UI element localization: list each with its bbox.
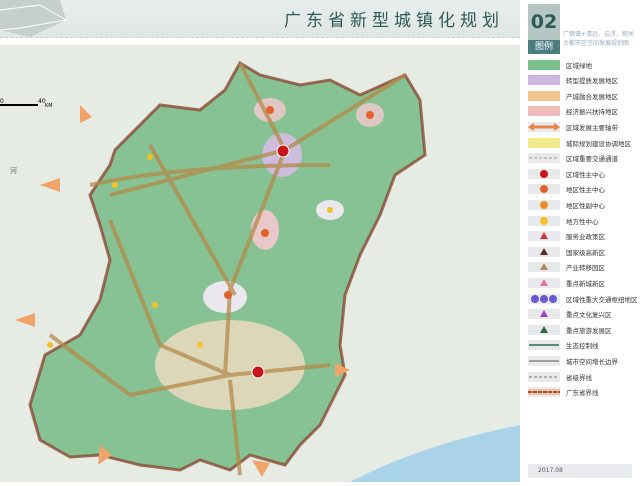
legend-swatch-circle-icon [528, 215, 560, 226]
legend-label: 区域绿地 [566, 61, 592, 70]
legend-swatch-dash-icon [528, 371, 560, 382]
legend-label: 国家级高新区 [566, 248, 605, 257]
legend-item: 广东省界线 [528, 386, 640, 399]
legend-item: 城际规划建设协调地区 [528, 136, 640, 149]
legend-label: 广东省界线 [566, 389, 599, 398]
legend-item: 服务业政策区 [528, 230, 640, 243]
legend-label: 区域重要交通通道 [566, 155, 618, 164]
legend-item: 城市空间增长边界 [528, 354, 640, 367]
legend-item: 产业转移园区 [528, 261, 640, 274]
legend-swatch-triangle-icon [528, 277, 560, 288]
legend-item: 地区性副中心 [528, 198, 640, 211]
legend-swatch-circle-icon [528, 199, 560, 210]
legend-swatch-triangle-icon [528, 231, 560, 242]
legend-item: 国家级高新区 [528, 245, 640, 258]
legend-item: 转型提质发展地区 [528, 74, 640, 87]
legend-swatch-dash-icon [528, 153, 560, 164]
legend-label: 地方性中心 [566, 217, 599, 226]
legend-swatch-hub-icon [528, 293, 560, 304]
legend-swatch-triangle-icon [528, 309, 560, 320]
legend-label: 重点新城新区 [566, 279, 605, 288]
legend-item: 区域绿地 [528, 58, 640, 71]
legend-label: 地区性主中心 [566, 186, 605, 195]
map-number: 02 [528, 4, 560, 40]
legend-item: 区域发展主要轴带 [528, 120, 640, 133]
date-label: 2017.08 [528, 464, 632, 478]
legend-label: 生态控制线 [566, 342, 599, 351]
legend-label: 产城融合发展地区 [566, 92, 618, 101]
header: 广东省新型城镇化规划 [0, 0, 520, 38]
centers [47, 106, 374, 379]
scale-start: 0 [0, 98, 4, 105]
legend-label: 区域性重大交通枢纽地区 [566, 295, 638, 304]
legend-item: 生态控制线 [528, 339, 640, 352]
legend-swatch-border-icon [528, 387, 560, 398]
page-title: 广东省新型城镇化规划 [284, 11, 504, 31]
legend-item: 经济振兴扶持地区 [528, 105, 640, 118]
legend-item: 地区性主中心 [528, 183, 640, 196]
legend-label: 经济振兴扶持地区 [566, 108, 618, 117]
scale-unit: KM [45, 103, 53, 109]
scale-end: 40 [38, 98, 46, 105]
legend-label: 产业转移园区 [566, 264, 605, 273]
legend-swatch-line-icon [528, 355, 560, 366]
legend-label: 服务业政策区 [566, 233, 605, 242]
legend-item: 重点新城新区 [528, 276, 640, 289]
map-subtitle: 广佛肇+清远、云浮、韶关大都市区空间发展规划图 [563, 31, 635, 47]
legend-swatch-triangle-icon [528, 324, 560, 335]
legend-label: 区域性主中心 [566, 170, 605, 179]
legend-swatch-line-icon [528, 340, 560, 351]
legend-label: 重点旅游发展区 [566, 326, 612, 335]
legend-title: 图例 [528, 40, 560, 54]
legend-item: 产城融合发展地区 [528, 89, 640, 102]
legend-swatch-fill-icon [528, 106, 560, 117]
legend-panel: 02 图例 广佛肇+清远、云浮、韶关大都市区空间发展规划图 区域绿地转型提质发展… [520, 0, 640, 482]
legend-swatch-circle-icon [528, 184, 560, 195]
legend-label: 城市空间增长边界 [566, 357, 618, 366]
legend-label: 区域发展主要轴带 [566, 123, 618, 132]
legend-label: 省级界线 [566, 373, 592, 382]
axis-arrowheads [15, 105, 350, 477]
legend-label: 转型提质发展地区 [566, 77, 618, 86]
legend-swatch-triangle-icon [528, 262, 560, 273]
legend-label: 地区性副中心 [566, 201, 605, 210]
legend-item: 重点旅游发展区 [528, 323, 640, 336]
legend-item: 重点文化复兴区 [528, 308, 640, 321]
sea [350, 425, 520, 482]
logo-polygon-icon [0, 0, 68, 37]
legend-label: 重点文化复兴区 [566, 311, 612, 320]
legend-item: 地方性中心 [528, 214, 640, 227]
legend-swatch-circle-icon [528, 168, 560, 179]
legend-swatch-fill-icon [528, 90, 560, 101]
legend-swatch-fill-icon [528, 137, 560, 148]
legend-item: 区域性重大交通枢纽地区 [528, 292, 640, 305]
river-label: 河 [10, 167, 17, 175]
legend-label: 城际规划建设协调地区 [566, 139, 631, 148]
map-view[interactable]: 0 40 KM 河 [0, 45, 520, 482]
legend-item: 区域重要交通通道 [528, 152, 640, 165]
legend-swatch-fill-icon [528, 75, 560, 86]
legend-item: 省级界线 [528, 370, 640, 383]
legend-swatch-arrow-icon [528, 121, 560, 132]
legend-item: 区域性主中心 [528, 167, 640, 180]
legend-swatch-triangle-icon [528, 246, 560, 257]
legend-swatch-fill-icon [528, 59, 560, 70]
